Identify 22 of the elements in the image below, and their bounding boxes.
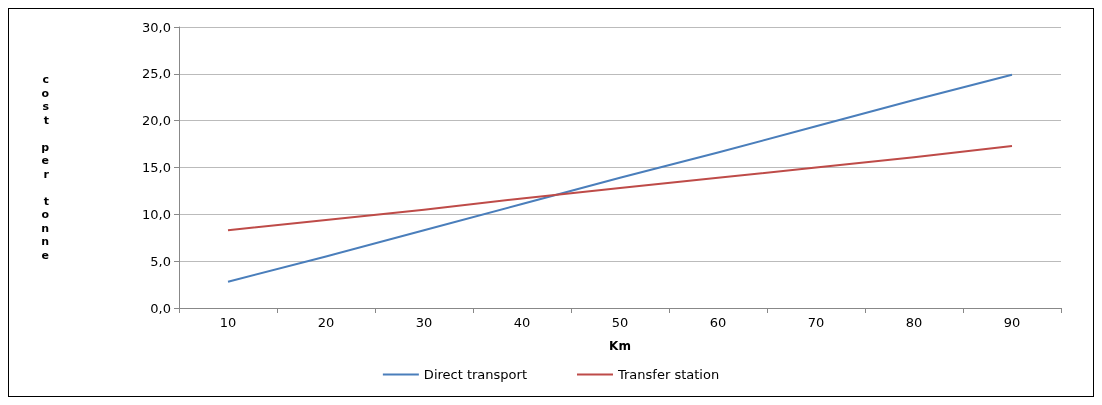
x-axis-title: Km — [609, 339, 631, 353]
x-tick-label: 70 — [807, 315, 825, 330]
x-tick-label: 50 — [611, 315, 629, 330]
y-tick-label: 0,0 — [150, 300, 171, 316]
legend-label: Transfer station — [616, 367, 720, 382]
y-tick-label: 25,0 — [142, 66, 171, 82]
y-tick-label: 15,0 — [142, 160, 171, 175]
y-tick-label: 5,0 — [150, 253, 171, 269]
y-tick-label: 20,0 — [142, 113, 171, 129]
x-tick-label: 10 — [219, 315, 237, 330]
x-tick-label: 60 — [709, 315, 727, 330]
x-tick-label: 90 — [1003, 315, 1021, 330]
x-tick-label: 30 — [415, 315, 433, 330]
y-tick-label: 30,0 — [142, 19, 171, 35]
legend-label: Direct transport — [423, 367, 527, 382]
x-tick-label: 20 — [317, 315, 335, 330]
y-tick-label: 10,0 — [142, 206, 171, 222]
line-series — [227, 73, 1013, 283]
text: cost per tonne — [41, 73, 49, 262]
x-tick-label: 40 — [513, 315, 531, 330]
x-tick-label: 80 — [905, 315, 923, 330]
line-series — [227, 144, 1013, 232]
